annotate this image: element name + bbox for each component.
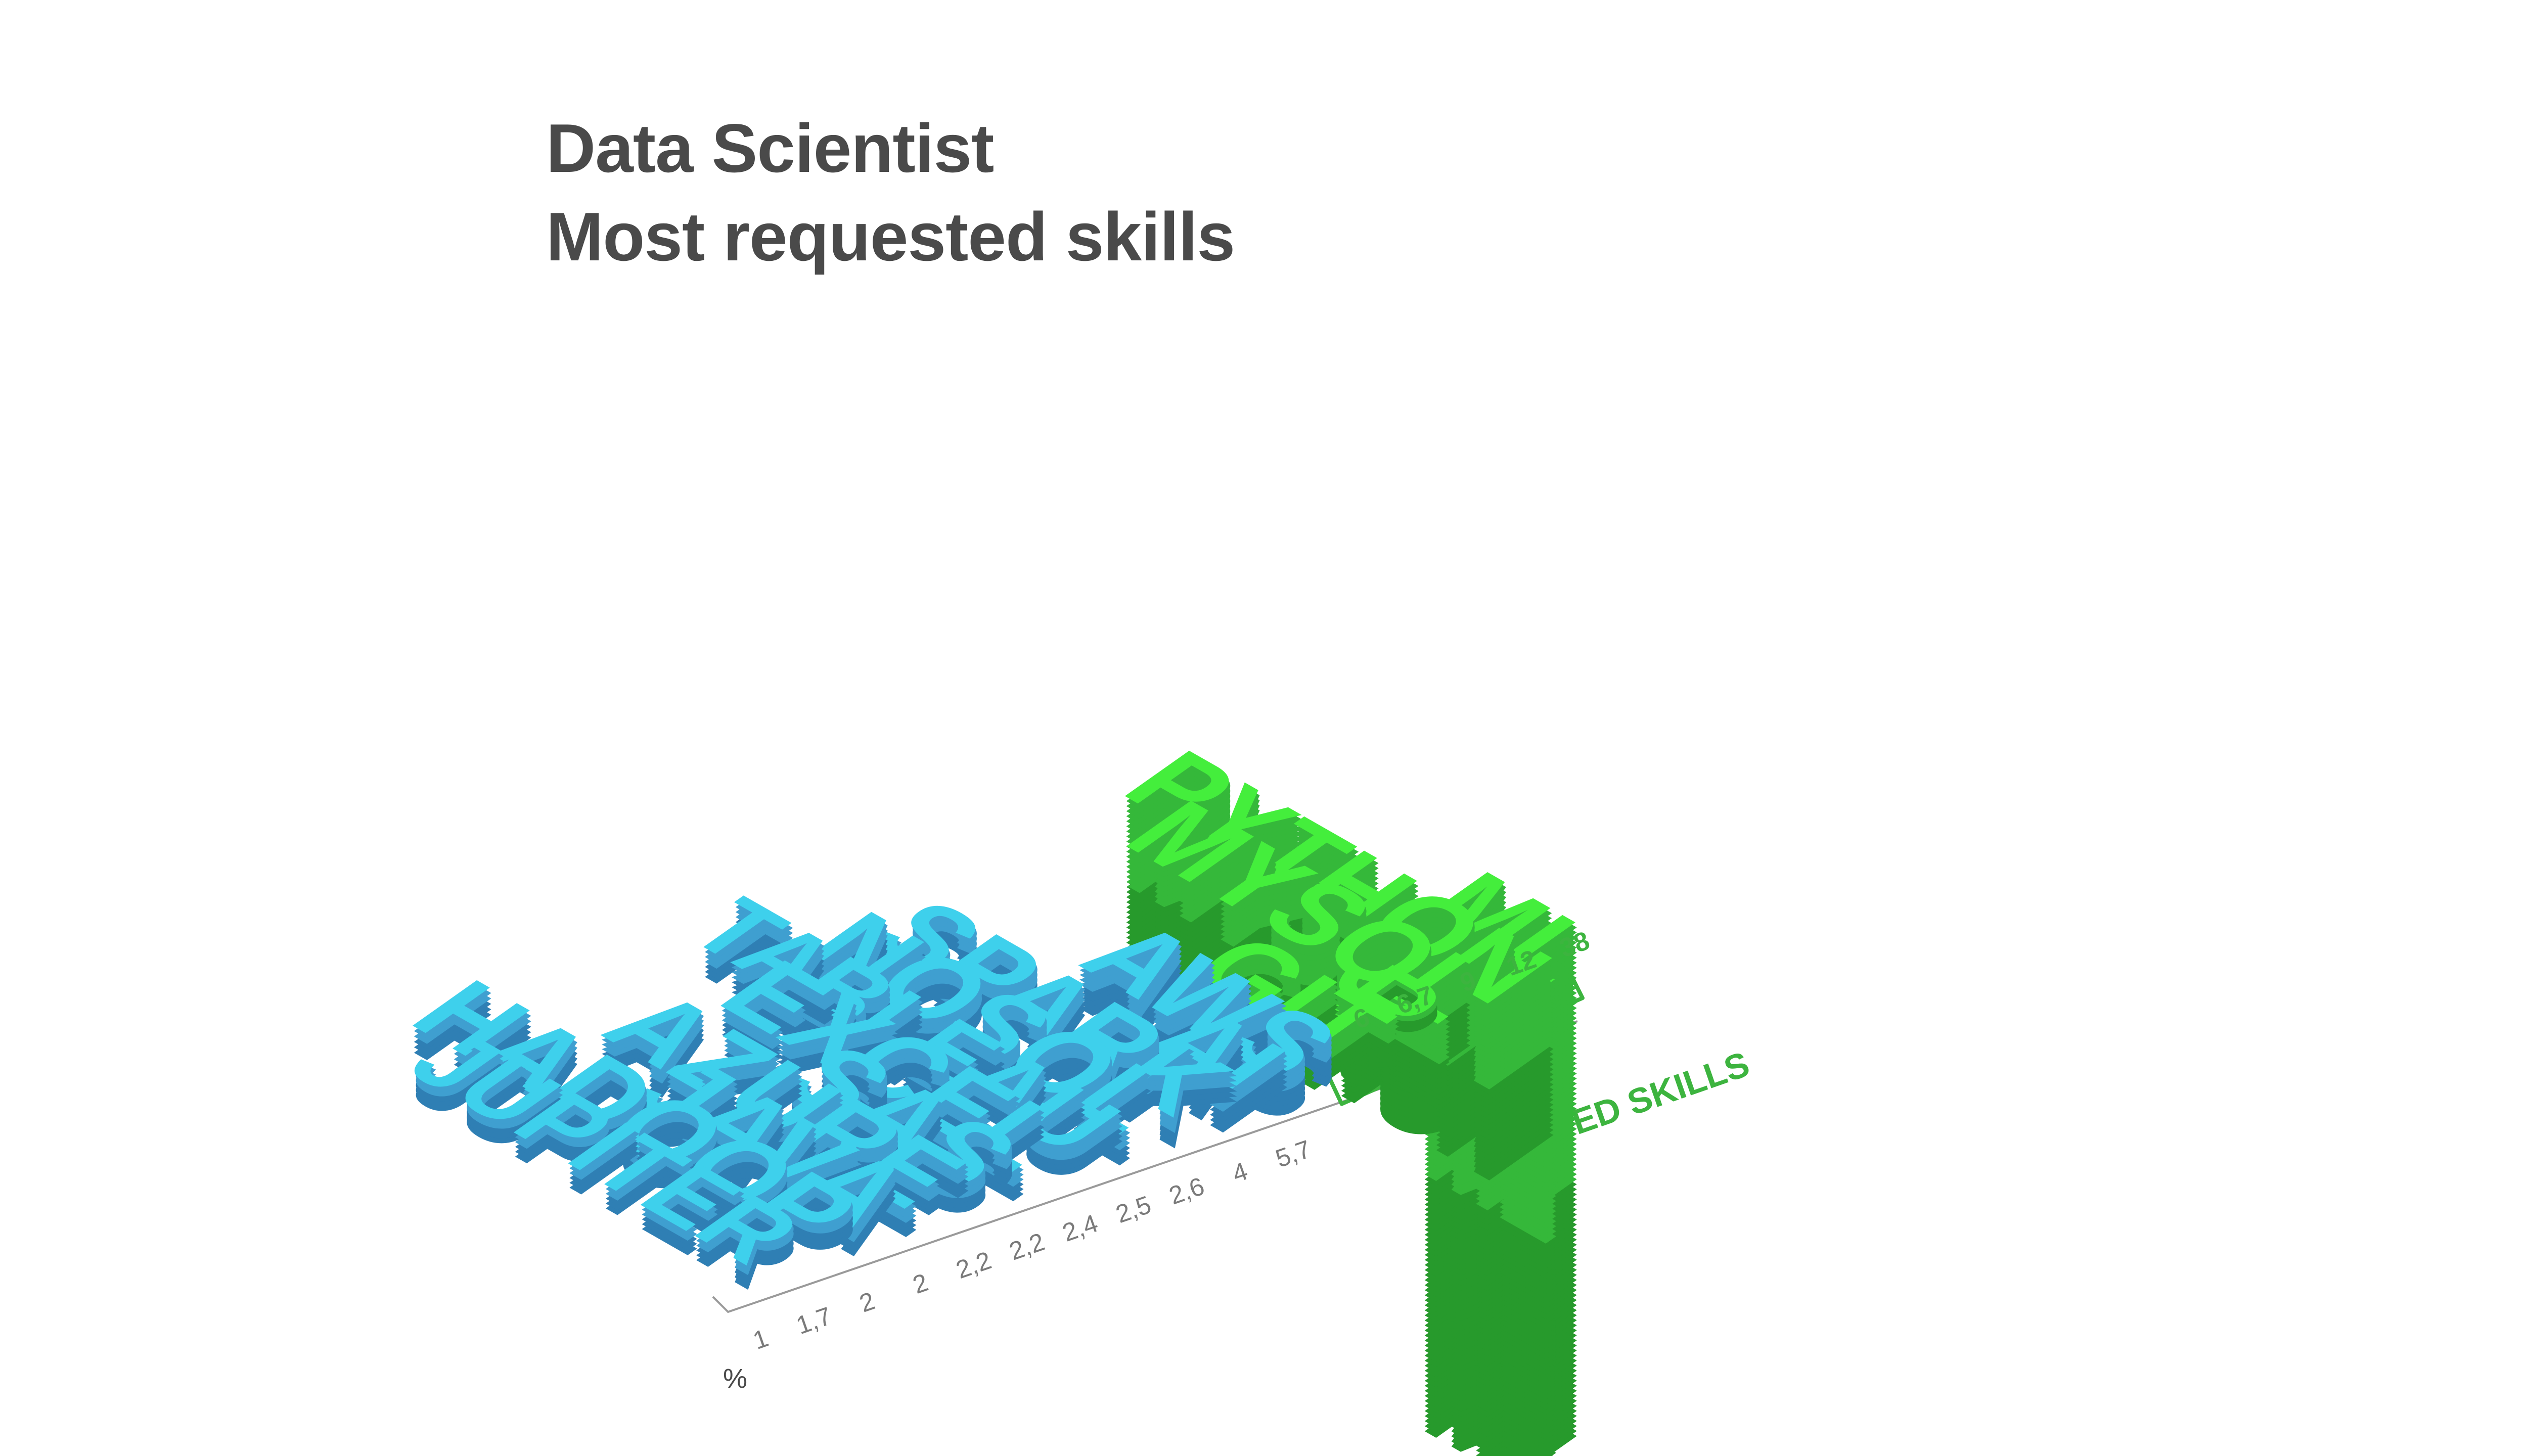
- x-tick-label-aws: 5,7: [1272, 1134, 1315, 1173]
- axis-unit-label: %: [723, 1363, 747, 1394]
- chart-title-line1: Data Scientist: [546, 110, 994, 187]
- x-tick-label-spark: 2,6: [1165, 1172, 1208, 1210]
- x-tick-label-jupiter: 1: [749, 1324, 772, 1355]
- skill-bar-ml: MLMLMLMLMLMLMLMLMLMLMLMLMLMLMLMLMLMLMLML…: [1397, 854, 1633, 1456]
- x-tick-label-java: 2: [856, 1287, 879, 1318]
- x-tick-label-tableau: 2,4: [1059, 1209, 1101, 1247]
- x-tick-label-azure: 2: [909, 1268, 932, 1299]
- x-tick-label-nosql: 2,5: [1112, 1190, 1155, 1228]
- x-tick-label-ai: 4: [1229, 1157, 1251, 1188]
- x-axis: %: [712, 1020, 1578, 1394]
- skill-bars: MLMLMLMLMLMLMLMLMLMLMLMLMLMLMLMLMLMLMLML…: [386, 733, 1633, 1456]
- x-axis-line: [712, 1020, 1578, 1313]
- x-tick-label-excel: 2,2: [1006, 1227, 1048, 1266]
- selected-skills-bracket-line: [1327, 971, 1585, 1106]
- x-tick-label-hadoop: 1,7: [793, 1301, 835, 1340]
- chart-title-line2: Most requested skills: [546, 198, 1235, 275]
- x-tick-label-sas: 2,2: [953, 1246, 995, 1284]
